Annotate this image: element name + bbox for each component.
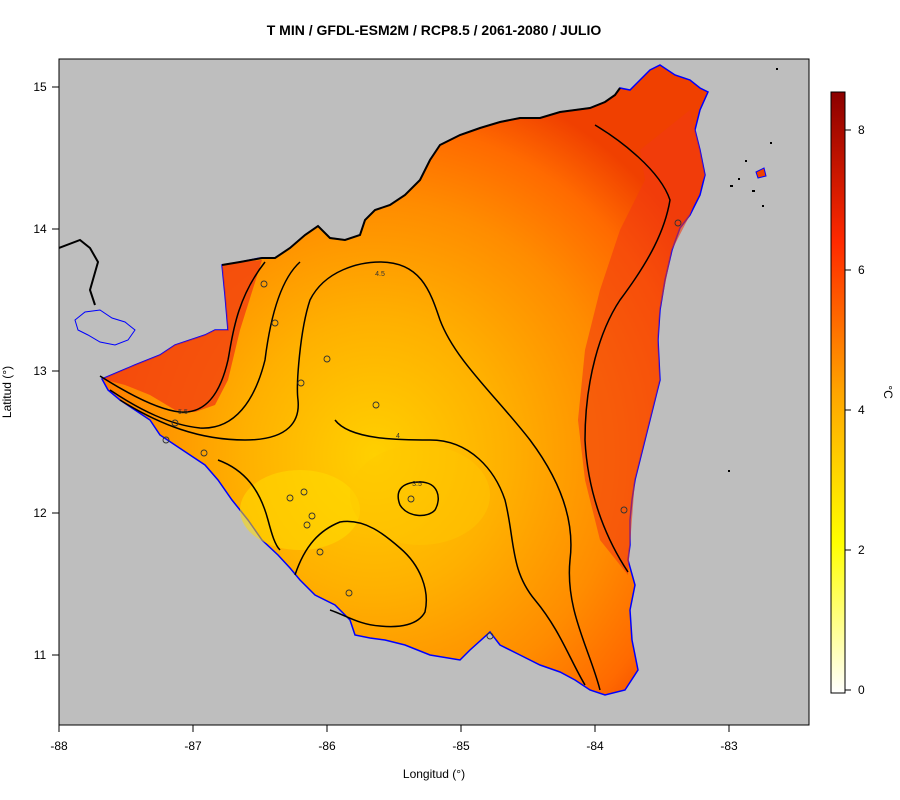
cool-zone-center [350, 445, 490, 545]
lake-managua [74, 309, 136, 346]
colorbar-tick-label: 2 [858, 543, 865, 557]
station-marker [297, 379, 305, 387]
colorbar-tick-label: 6 [858, 263, 865, 277]
plot-frame [58, 58, 810, 726]
station-marker [260, 280, 268, 288]
contour-4 [334, 419, 586, 686]
contour-5-5 [99, 261, 266, 413]
station-marker [300, 488, 308, 496]
contour-4-5-b [217, 459, 281, 551]
colorbar-gradient [830, 91, 846, 694]
x-tick-label: -84 [586, 739, 604, 753]
contour-4-5 [119, 261, 601, 691]
station-marker [674, 219, 682, 227]
station-marker [162, 436, 170, 444]
contour-5 [109, 261, 301, 429]
station-marker [345, 589, 353, 597]
honduras-border [59, 87, 621, 306]
colorbar: 0 2 4 6 8 °C [830, 91, 895, 697]
cool-zone-west [240, 470, 360, 550]
contour-4-west [294, 520, 427, 628]
y-axis: 11 12 13 14 15 Latitud (°) [0, 80, 59, 662]
y-tick-label: 15 [33, 80, 47, 94]
station-marker [316, 548, 324, 556]
station-markers [162, 219, 682, 640]
station-marker [372, 401, 380, 409]
x-tick-label: -83 [720, 739, 738, 753]
contour-label-4-5: 4.5 [375, 271, 385, 278]
x-tick-label: -87 [184, 739, 202, 753]
x-tick-label: -85 [452, 739, 470, 753]
contour-lines [99, 124, 671, 691]
x-axis-title: Longitud (°) [403, 767, 465, 781]
y-tick-label: 14 [33, 222, 47, 236]
station-marker [171, 419, 179, 427]
station-marker [303, 521, 311, 529]
contour-label-3-5: 3.5 [412, 481, 422, 488]
contour-3-5 [397, 481, 439, 517]
station-marker [323, 355, 331, 363]
caribbean-islands [728, 68, 778, 472]
corn-island [755, 167, 767, 179]
station-marker [308, 512, 316, 520]
warm-zone-east [578, 110, 705, 575]
y-tick-label: 13 [33, 364, 47, 378]
y-axis-title: Latitud (°) [0, 366, 14, 418]
station-marker [286, 494, 294, 502]
colorbar-unit: °C [881, 385, 895, 399]
contour-label-4: 4 [396, 433, 400, 440]
x-tick-label: -86 [318, 739, 336, 753]
station-marker [271, 319, 279, 327]
x-tick-label: -88 [50, 739, 68, 753]
warm-zone-northwest [102, 260, 262, 412]
colorbar-tick-label: 0 [858, 683, 865, 697]
y-tick-label: 12 [33, 506, 47, 520]
colorbar-tick-label: 4 [858, 403, 865, 417]
station-marker [407, 495, 415, 503]
station-marker [486, 632, 494, 640]
station-marker [620, 506, 628, 514]
x-axis: -88 -87 -86 -85 -84 -83 Longitud (°) [50, 725, 738, 781]
colorbar-tick-label: 8 [858, 123, 865, 137]
contour-5-east [584, 124, 671, 573]
map-title: T MIN / GFDL-ESM2M / RCP8.5 / 2061-2080 … [267, 22, 602, 38]
y-tick-label: 11 [34, 648, 47, 662]
station-marker [200, 449, 208, 457]
contour-label-5-5: 5.5 [178, 409, 188, 416]
